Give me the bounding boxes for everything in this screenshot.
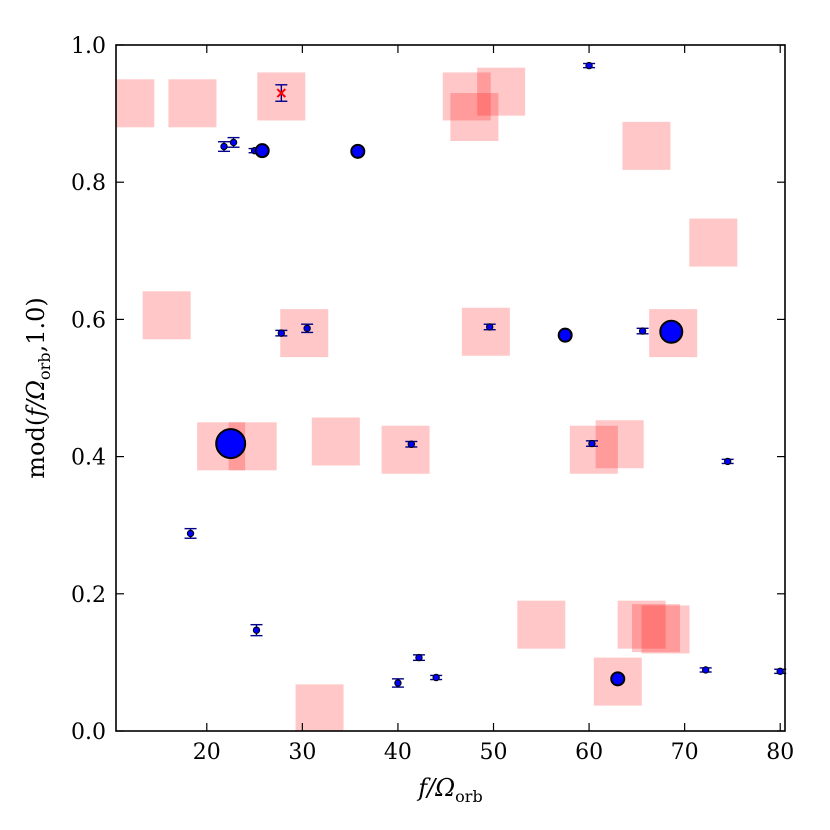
data-point — [215, 428, 247, 460]
x-tick-label: 20 — [193, 740, 221, 765]
highlight-square — [461, 307, 510, 356]
data-point — [250, 623, 263, 637]
data-point — [585, 439, 598, 448]
point-marker — [394, 679, 402, 687]
highlight-square — [477, 67, 526, 116]
point-marker — [303, 324, 311, 333]
y-tick-label: 0.8 — [71, 171, 106, 196]
highlight-square — [641, 605, 690, 654]
axis-labels: f/Ωorb mod(f/Ωorb,1.0) — [22, 297, 483, 806]
point-marker — [415, 653, 423, 662]
highlight-square — [311, 417, 360, 466]
point-marker — [557, 327, 573, 343]
plot-frame — [115, 44, 786, 732]
data-point — [227, 136, 240, 148]
point-marker — [701, 666, 710, 674]
point-marker — [776, 667, 784, 676]
data-point — [301, 323, 314, 334]
highlight-square — [517, 600, 566, 649]
y-tick-label: 0.6 — [71, 308, 106, 333]
x-axis-label: f/Ωorb — [416, 774, 482, 806]
data-point — [412, 653, 425, 662]
highlight-squares — [116, 67, 738, 731]
data-point — [405, 440, 418, 448]
highlight-square — [631, 604, 680, 653]
point-marker — [610, 671, 626, 687]
x-tick-label: 60 — [575, 740, 603, 765]
y-axis-label: mod(f/Ωorb,1.0) — [22, 297, 54, 479]
cross-marker — [276, 88, 287, 98]
highlight-square — [450, 93, 499, 142]
data-point — [699, 666, 712, 674]
data-point — [659, 319, 684, 344]
x-tick-label: 50 — [480, 740, 508, 765]
point-marker — [407, 440, 416, 448]
highlight-square — [295, 684, 344, 731]
point-marker — [638, 327, 647, 335]
data-point — [557, 327, 573, 343]
data-point — [275, 329, 288, 337]
point-marker — [229, 138, 238, 147]
data-point — [350, 143, 366, 159]
point-marker — [585, 61, 593, 70]
data-point — [721, 457, 734, 466]
highlight-square — [569, 425, 618, 474]
y-tick-label: 0.2 — [71, 583, 106, 608]
data-point — [184, 527, 197, 539]
data-point — [610, 671, 626, 687]
data-point — [430, 673, 443, 682]
data-point — [217, 141, 230, 153]
highlight-square — [142, 291, 191, 340]
highlight-square — [381, 425, 430, 474]
y-tick-label: 1.0 — [71, 34, 106, 59]
axis-ticks: 20 30 40 50 60 70 80 0.0 0.2 0.4 0.6 0.8 1.0 — [71, 34, 794, 765]
point-marker — [186, 529, 195, 538]
highlight-square — [168, 79, 217, 128]
point-marker — [350, 143, 366, 159]
point-marker — [252, 626, 261, 634]
point-marker — [723, 457, 732, 466]
y-tick-label: 0.4 — [71, 446, 106, 471]
point-marker — [588, 439, 596, 448]
data-point — [483, 323, 496, 331]
data-point — [636, 327, 649, 335]
x-tick-label: 70 — [671, 740, 699, 765]
point-marker — [659, 319, 684, 344]
point-marker — [254, 143, 270, 159]
x-tick-label: 40 — [384, 740, 412, 765]
cross-point — [275, 84, 288, 102]
data-point — [254, 143, 270, 159]
highlight-square — [116, 79, 155, 128]
y-tick-label: 0.0 — [71, 720, 106, 745]
x-tick-label: 80 — [766, 740, 794, 765]
point-marker — [220, 142, 228, 151]
highlight-square — [617, 600, 666, 649]
highlight-square — [442, 72, 491, 121]
point-marker — [432, 673, 440, 682]
data-point — [391, 678, 404, 688]
highlight-square — [622, 121, 671, 170]
data-points — [184, 61, 787, 688]
highlight-square — [595, 420, 644, 469]
data-point — [583, 61, 596, 70]
point-marker — [277, 329, 286, 337]
highlight-square — [689, 218, 738, 267]
point-marker — [215, 428, 247, 460]
x-tick-label: 30 — [288, 740, 316, 765]
point-marker — [485, 323, 494, 331]
